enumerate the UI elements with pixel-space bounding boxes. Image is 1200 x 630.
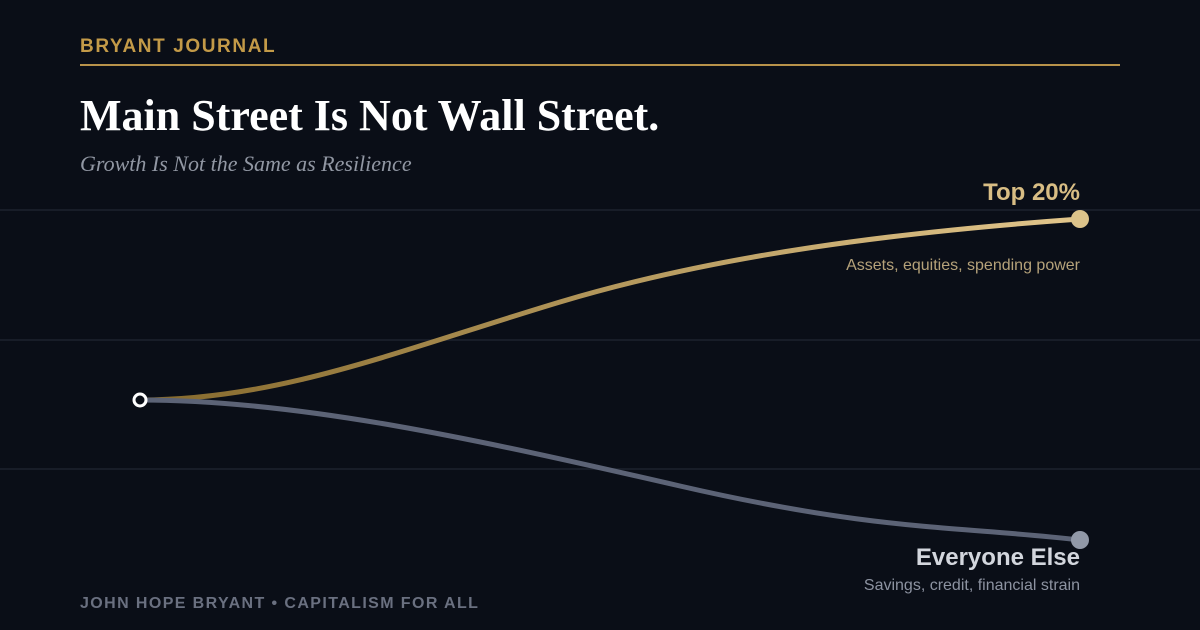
bottom-end-dot xyxy=(1071,531,1089,549)
footer: JOHN HOPE BRYANT • CAPITALISM FOR ALL xyxy=(80,595,479,612)
top-end-dot xyxy=(1071,210,1089,228)
top-label: Top 20% xyxy=(983,179,1080,206)
bottom-curve xyxy=(137,397,1083,543)
start-dot xyxy=(132,392,148,408)
bottom-description: Savings, credit, financial strain xyxy=(864,577,1080,594)
bottom-label: Everyone Else xyxy=(916,544,1080,571)
top-description: Assets, equities, spending power xyxy=(846,257,1081,274)
title: Main Street Is Not Wall Street. xyxy=(80,91,659,140)
brand: BRYANT JOURNAL xyxy=(80,36,276,57)
subtitle: Growth Is Not the Same as Resilience xyxy=(80,151,412,176)
top-curve xyxy=(137,216,1083,403)
